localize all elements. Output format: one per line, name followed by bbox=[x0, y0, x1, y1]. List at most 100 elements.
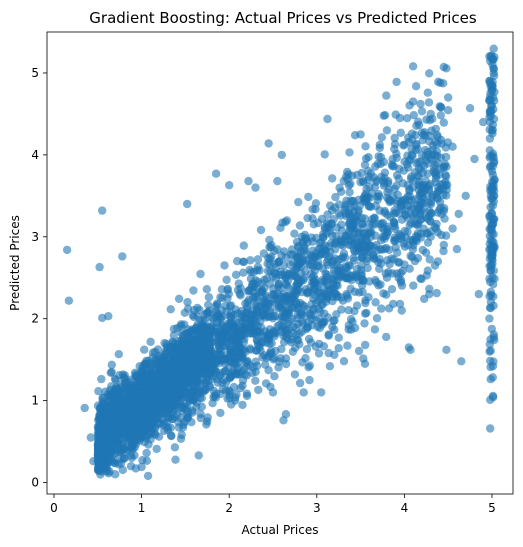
data-point bbox=[155, 360, 165, 370]
data-point bbox=[380, 231, 389, 241]
data-point bbox=[390, 133, 399, 143]
data-point bbox=[361, 142, 370, 151]
data-point bbox=[147, 367, 156, 376]
data-point bbox=[396, 128, 405, 137]
data-point bbox=[402, 114, 412, 123]
data-point bbox=[177, 403, 187, 412]
data-point bbox=[411, 140, 421, 150]
data-point bbox=[251, 376, 260, 385]
data-point bbox=[341, 202, 350, 212]
data-point bbox=[354, 346, 364, 356]
data-point bbox=[361, 154, 371, 163]
data-point bbox=[204, 300, 213, 310]
data-point bbox=[328, 274, 338, 283]
x-tick-label: 5 bbox=[488, 501, 496, 515]
data-point bbox=[158, 380, 167, 389]
data-point bbox=[198, 387, 208, 397]
data-point bbox=[330, 325, 339, 334]
data-point bbox=[372, 176, 381, 185]
data-point bbox=[352, 301, 362, 310]
data-point bbox=[254, 385, 263, 395]
data-point bbox=[298, 358, 307, 367]
data-point bbox=[323, 254, 333, 264]
data-point bbox=[490, 274, 499, 283]
x-tick-label: 1 bbox=[138, 501, 146, 515]
data-point bbox=[95, 262, 104, 272]
data-point bbox=[357, 168, 366, 178]
data-point bbox=[232, 365, 242, 374]
data-point bbox=[115, 393, 125, 402]
data-point bbox=[202, 285, 211, 294]
data-point bbox=[291, 282, 300, 291]
data-point bbox=[245, 344, 255, 353]
data-point bbox=[360, 359, 370, 368]
data-point bbox=[223, 284, 232, 294]
data-point bbox=[486, 424, 495, 433]
data-point bbox=[283, 292, 292, 302]
data-point bbox=[277, 251, 286, 260]
data-point bbox=[320, 241, 329, 250]
data-point bbox=[192, 364, 202, 373]
data-point bbox=[488, 82, 497, 92]
data-point bbox=[310, 253, 319, 263]
data-point bbox=[334, 333, 343, 342]
data-point bbox=[411, 82, 421, 91]
data-point bbox=[237, 312, 247, 322]
data-point bbox=[303, 213, 312, 223]
data-point bbox=[474, 289, 483, 299]
data-point bbox=[417, 191, 427, 200]
data-point bbox=[489, 357, 498, 366]
data-point bbox=[98, 206, 107, 215]
data-point bbox=[295, 221, 305, 230]
data-point bbox=[186, 355, 196, 364]
data-point bbox=[281, 217, 290, 227]
data-point bbox=[211, 169, 221, 178]
y-axis-ticks: 0 1 2 3 4 5 bbox=[31, 66, 47, 490]
data-point bbox=[431, 224, 441, 233]
data-point bbox=[131, 370, 140, 379]
data-point bbox=[252, 346, 261, 355]
data-point bbox=[288, 258, 298, 267]
data-point bbox=[290, 229, 299, 238]
data-point bbox=[385, 245, 394, 254]
data-point bbox=[261, 379, 271, 388]
data-point bbox=[112, 440, 122, 449]
data-point bbox=[324, 330, 333, 339]
data-point bbox=[439, 240, 448, 250]
data-point bbox=[227, 371, 236, 380]
data-point bbox=[211, 302, 220, 311]
data-point bbox=[184, 343, 193, 353]
data-point bbox=[454, 209, 463, 219]
data-point bbox=[461, 191, 470, 200]
data-point bbox=[265, 242, 274, 252]
data-point bbox=[277, 344, 286, 354]
data-point bbox=[346, 236, 355, 246]
data-point bbox=[162, 339, 171, 349]
data-point bbox=[137, 431, 147, 441]
data-point bbox=[258, 287, 267, 296]
data-point bbox=[337, 254, 346, 264]
data-point bbox=[375, 264, 384, 273]
data-point bbox=[262, 274, 272, 283]
data-point bbox=[215, 371, 225, 380]
data-point bbox=[350, 287, 359, 296]
data-point bbox=[395, 113, 405, 123]
data-point bbox=[294, 197, 303, 207]
data-point bbox=[360, 246, 370, 255]
data-point bbox=[288, 347, 298, 356]
data-point bbox=[351, 214, 360, 223]
data-point bbox=[124, 426, 134, 435]
data-point bbox=[390, 218, 399, 227]
data-point bbox=[344, 181, 354, 190]
data-point bbox=[104, 312, 113, 321]
data-point bbox=[251, 183, 260, 192]
data-point bbox=[393, 248, 402, 257]
data-point bbox=[376, 159, 385, 169]
data-point bbox=[146, 337, 155, 346]
data-point bbox=[382, 273, 392, 282]
data-point bbox=[238, 381, 247, 390]
plot-area bbox=[46, 31, 514, 495]
data-point bbox=[359, 178, 368, 187]
data-point bbox=[322, 291, 331, 300]
data-point bbox=[323, 210, 332, 219]
